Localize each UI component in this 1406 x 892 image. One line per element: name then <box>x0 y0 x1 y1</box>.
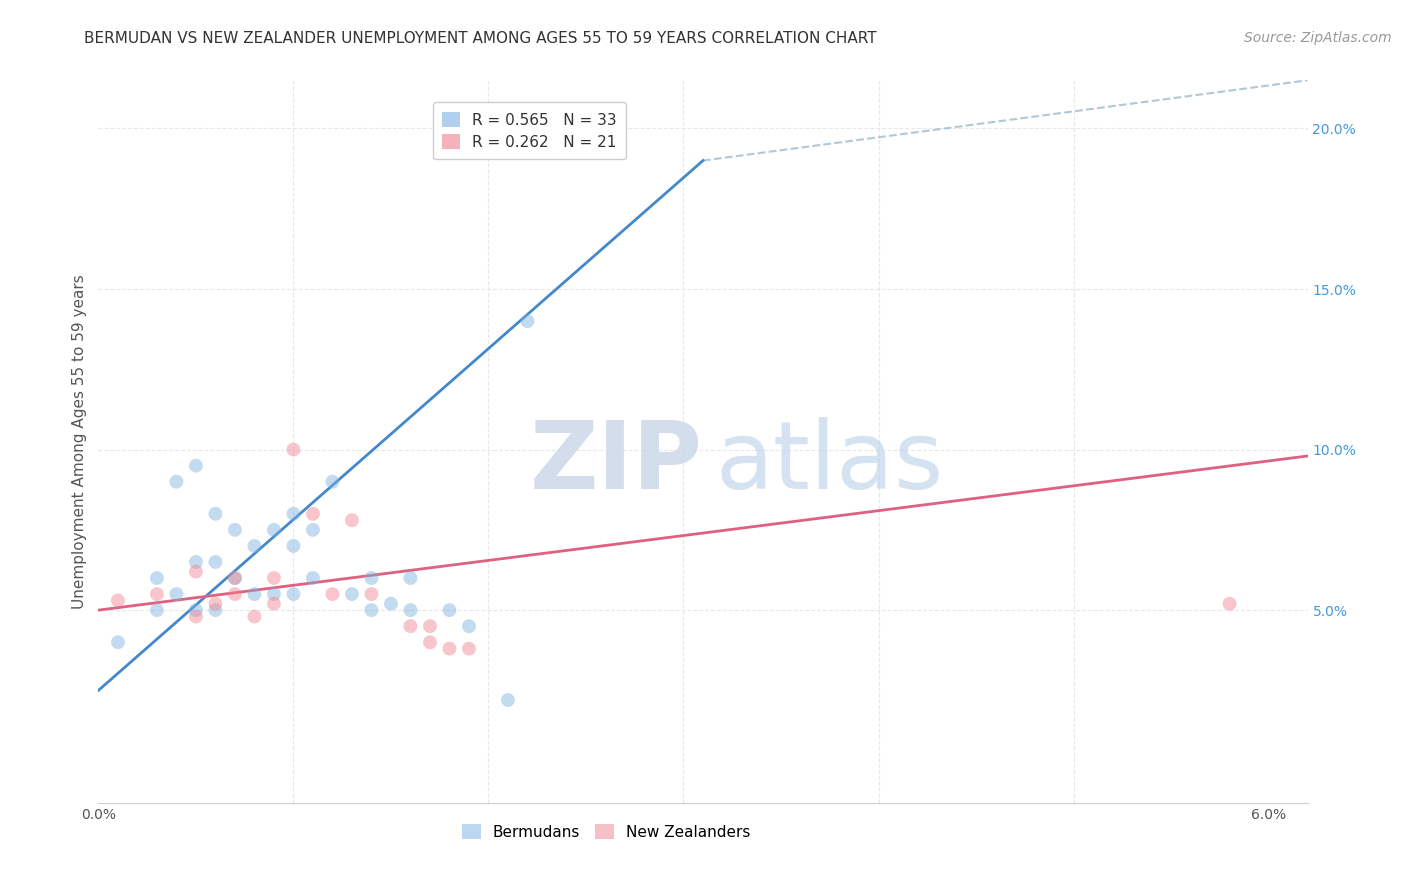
Point <box>360 571 382 585</box>
Point <box>224 587 246 601</box>
Point <box>283 539 305 553</box>
Legend: Bermudans, New Zealanders: Bermudans, New Zealanders <box>456 818 756 846</box>
Text: ZIP: ZIP <box>530 417 703 509</box>
Point <box>243 587 266 601</box>
Point <box>283 442 305 457</box>
Text: atlas: atlas <box>716 417 943 509</box>
Point <box>302 523 325 537</box>
Text: Source: ZipAtlas.com: Source: ZipAtlas.com <box>1244 31 1392 45</box>
Text: BERMUDAN VS NEW ZEALANDER UNEMPLOYMENT AMONG AGES 55 TO 59 YEARS CORRELATION CHA: BERMUDAN VS NEW ZEALANDER UNEMPLOYMENT A… <box>84 31 877 46</box>
Point <box>516 314 538 328</box>
Point <box>496 693 519 707</box>
Point <box>360 603 382 617</box>
Point <box>458 641 481 656</box>
Point <box>184 565 207 579</box>
Point <box>224 523 246 537</box>
Point <box>302 571 325 585</box>
Point <box>302 507 325 521</box>
Point <box>458 619 481 633</box>
Point <box>399 619 422 633</box>
Point <box>1219 597 1241 611</box>
Point <box>263 571 285 585</box>
Point <box>184 603 207 617</box>
Point <box>283 507 305 521</box>
Point <box>439 603 461 617</box>
Point <box>107 593 129 607</box>
Point <box>204 555 226 569</box>
Point <box>146 587 169 601</box>
Point <box>340 513 363 527</box>
Point <box>165 475 187 489</box>
Point <box>146 603 169 617</box>
Point <box>399 603 422 617</box>
Point <box>263 523 285 537</box>
Point <box>184 609 207 624</box>
Point <box>204 597 226 611</box>
Point <box>204 507 226 521</box>
Point <box>224 571 246 585</box>
Point <box>263 587 285 601</box>
Point <box>380 597 402 611</box>
Point <box>321 475 343 489</box>
Point <box>184 555 207 569</box>
Point <box>146 571 169 585</box>
Point <box>204 603 226 617</box>
Point <box>419 619 441 633</box>
Point <box>439 641 461 656</box>
Point <box>243 539 266 553</box>
Point <box>419 635 441 649</box>
Point <box>399 571 422 585</box>
Y-axis label: Unemployment Among Ages 55 to 59 years: Unemployment Among Ages 55 to 59 years <box>72 274 87 609</box>
Point <box>321 587 343 601</box>
Point <box>165 587 187 601</box>
Point <box>283 587 305 601</box>
Point <box>263 597 285 611</box>
Point <box>360 587 382 601</box>
Point <box>184 458 207 473</box>
Point <box>340 587 363 601</box>
Point <box>224 571 246 585</box>
Point <box>107 635 129 649</box>
Point <box>243 609 266 624</box>
